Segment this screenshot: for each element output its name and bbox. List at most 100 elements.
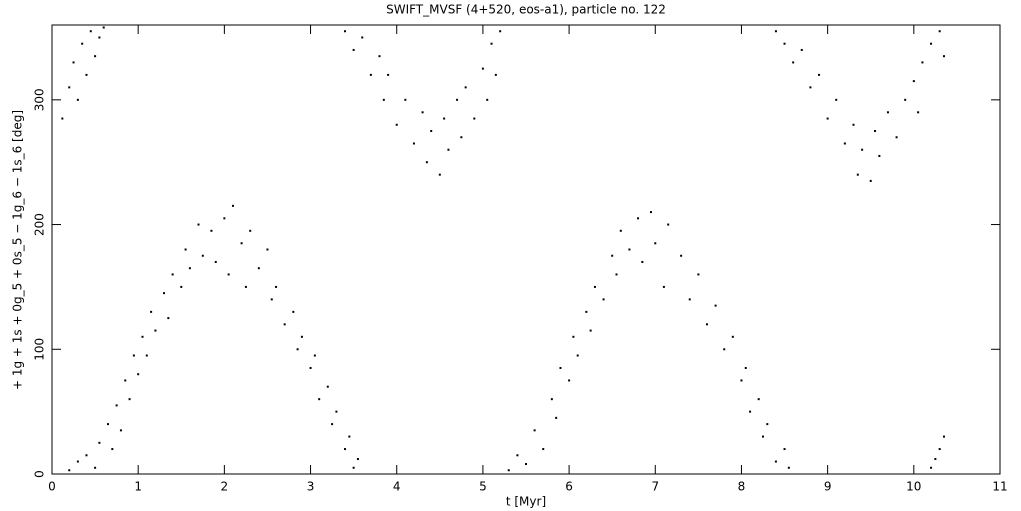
x-tick-label: 9 bbox=[824, 480, 832, 494]
point bbox=[94, 55, 97, 58]
point bbox=[792, 61, 795, 64]
x-tick-label: 2 bbox=[221, 480, 229, 494]
point bbox=[856, 173, 859, 176]
point bbox=[344, 448, 347, 451]
point bbox=[352, 48, 355, 51]
point bbox=[76, 98, 79, 101]
point bbox=[705, 323, 708, 326]
point bbox=[886, 111, 889, 114]
x-tick-label: 8 bbox=[738, 480, 746, 494]
point bbox=[740, 379, 743, 382]
point bbox=[680, 254, 683, 257]
point bbox=[942, 55, 945, 58]
point bbox=[499, 30, 502, 33]
point bbox=[934, 458, 937, 461]
chart-title: SWIFT_MVSF (4+520, eos-a1), particle no.… bbox=[386, 3, 666, 17]
point bbox=[818, 73, 821, 76]
point bbox=[611, 254, 614, 257]
point bbox=[430, 130, 433, 133]
point bbox=[615, 273, 618, 276]
point bbox=[68, 86, 71, 89]
point bbox=[555, 416, 558, 419]
point bbox=[800, 48, 803, 51]
point bbox=[257, 267, 260, 270]
x-tick-label: 5 bbox=[479, 480, 487, 494]
point bbox=[119, 429, 122, 432]
point bbox=[826, 117, 829, 120]
point bbox=[223, 217, 226, 220]
point bbox=[843, 142, 846, 145]
x-tick-label: 1 bbox=[134, 480, 142, 494]
point bbox=[94, 466, 97, 469]
point bbox=[809, 86, 812, 89]
point bbox=[331, 423, 334, 426]
point bbox=[387, 73, 390, 76]
point bbox=[930, 466, 933, 469]
point bbox=[731, 335, 734, 338]
y-axis-label: + 1g + 1s + 0g_5 + 0s_5 − 1g_6 − 1s_6 [d… bbox=[11, 110, 25, 390]
point bbox=[326, 385, 329, 388]
point bbox=[145, 354, 148, 357]
point bbox=[628, 248, 631, 251]
point bbox=[425, 161, 428, 164]
point bbox=[98, 36, 101, 39]
point bbox=[180, 285, 183, 288]
point bbox=[589, 329, 592, 332]
point bbox=[438, 173, 441, 176]
x-tick-label: 0 bbox=[48, 480, 56, 494]
point bbox=[921, 61, 924, 64]
point bbox=[878, 154, 881, 157]
x-axis-label: t [Myr] bbox=[506, 495, 546, 509]
point bbox=[244, 285, 247, 288]
point bbox=[201, 254, 204, 257]
point bbox=[163, 292, 166, 295]
point bbox=[188, 267, 191, 270]
point bbox=[852, 123, 855, 126]
point bbox=[654, 242, 657, 245]
point bbox=[184, 248, 187, 251]
point bbox=[938, 448, 941, 451]
point bbox=[115, 404, 118, 407]
point bbox=[774, 460, 777, 463]
point bbox=[167, 317, 170, 320]
point bbox=[516, 454, 519, 457]
point bbox=[688, 298, 691, 301]
point bbox=[128, 398, 131, 401]
point bbox=[464, 86, 467, 89]
point bbox=[61, 117, 64, 120]
point bbox=[602, 298, 605, 301]
x-tick-label: 6 bbox=[565, 480, 573, 494]
point bbox=[81, 42, 84, 45]
point bbox=[667, 223, 670, 226]
point bbox=[576, 354, 579, 357]
point bbox=[757, 398, 760, 401]
point bbox=[585, 310, 588, 313]
point bbox=[283, 323, 286, 326]
point bbox=[593, 285, 596, 288]
point bbox=[766, 423, 769, 426]
point bbox=[335, 410, 338, 413]
point bbox=[266, 248, 269, 251]
point bbox=[494, 73, 497, 76]
point bbox=[917, 111, 920, 114]
point bbox=[460, 136, 463, 139]
point bbox=[895, 136, 898, 139]
point bbox=[240, 242, 243, 245]
point bbox=[723, 348, 726, 351]
point bbox=[382, 98, 385, 101]
point bbox=[525, 463, 527, 466]
point bbox=[318, 398, 321, 401]
point bbox=[637, 217, 640, 220]
point bbox=[787, 466, 790, 469]
point bbox=[249, 229, 252, 232]
point bbox=[137, 373, 140, 376]
point bbox=[214, 260, 217, 263]
point bbox=[835, 98, 838, 101]
point bbox=[912, 80, 915, 83]
point bbox=[744, 366, 747, 369]
point bbox=[210, 229, 213, 232]
point bbox=[89, 30, 92, 33]
point bbox=[874, 130, 877, 133]
point bbox=[85, 73, 88, 76]
point bbox=[447, 148, 450, 151]
